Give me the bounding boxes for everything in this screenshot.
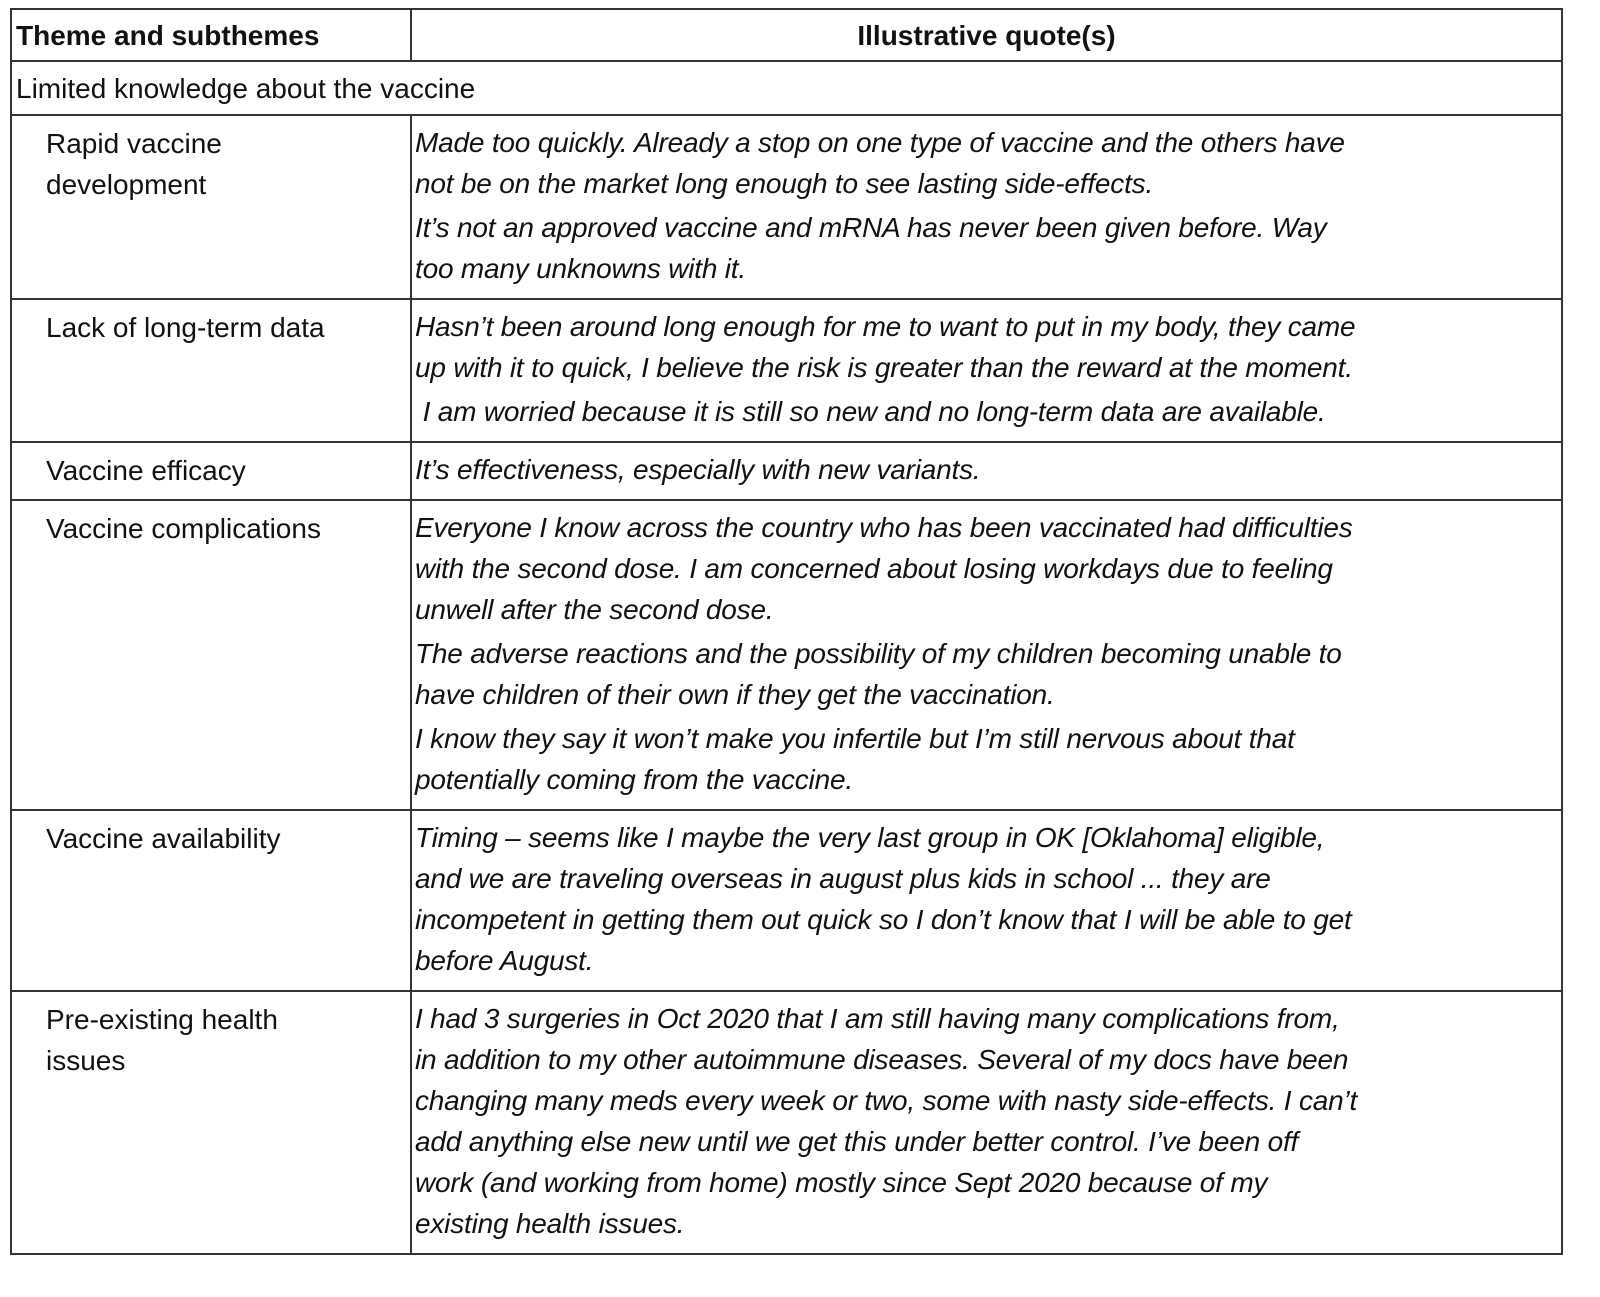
quotes-cell: It’s effectiveness, especially with new … — [410, 441, 1563, 501]
quotes-cell: Timing – seems like I maybe the very las… — [410, 809, 1563, 992]
subtheme-cell: Vaccine efficacy — [10, 441, 412, 501]
quote: Timing – seems like I maybe the very las… — [415, 822, 1352, 976]
table-row: Rapid vaccine development Made too quickl… — [10, 114, 1563, 300]
table-row: Vaccine efficacy It’s effectiveness, espe… — [10, 441, 1563, 501]
header-quotes: Illustrative quote(s) — [410, 8, 1563, 62]
group-row: Limited knowledge about the vaccine — [10, 60, 1563, 116]
quotes-cell: I had 3 surgeries in Oct 2020 that I am … — [410, 990, 1563, 1255]
quote: I am worried because it is still so new … — [415, 396, 1326, 427]
subtheme-cell: Lack of long-term data — [10, 298, 412, 443]
table-row: Vaccine complications Everyone I know acr… — [10, 499, 1563, 811]
quote: The adverse reactions and the possibilit… — [415, 638, 1342, 710]
subtheme-cell: Pre-existing health issues — [10, 990, 412, 1255]
quote: Made too quickly. Already a stop on one … — [415, 127, 1345, 199]
quotes-cell: Everyone I know across the country who h… — [410, 499, 1563, 811]
themes-table: Theme and subthemes Illustrative quote(s… — [10, 8, 1563, 1255]
subtheme-cell: Vaccine complications — [10, 499, 412, 811]
quote: It’s effectiveness, especially with new … — [415, 454, 981, 485]
group-title: Limited knowledge about the vaccine — [10, 60, 1563, 116]
quote: I had 3 surgeries in Oct 2020 that I am … — [415, 1003, 1358, 1239]
subtheme-cell: Vaccine availability — [10, 809, 412, 992]
subtheme-cell: Rapid vaccine development — [10, 114, 412, 300]
quote: Everyone I know across the country who h… — [415, 512, 1353, 625]
quotes-cell: Made too quickly. Already a stop on one … — [410, 114, 1563, 300]
table-row: Lack of long-term data Hasn’t been around… — [10, 298, 1563, 443]
quotes-cell: Hasn’t been around long enough for me to… — [410, 298, 1563, 443]
header-row: Theme and subthemes Illustrative quote(s… — [10, 8, 1563, 62]
table-row: Vaccine availability Timing – seems like … — [10, 809, 1563, 992]
quote: I know they say it won’t make you infert… — [415, 723, 1295, 795]
quote: Hasn’t been around long enough for me to… — [415, 311, 1356, 383]
header-theme: Theme and subthemes — [10, 8, 412, 62]
table-row: Pre-existing health issues I had 3 surger… — [10, 990, 1563, 1255]
quote: It’s not an approved vaccine and mRNA ha… — [415, 212, 1327, 284]
